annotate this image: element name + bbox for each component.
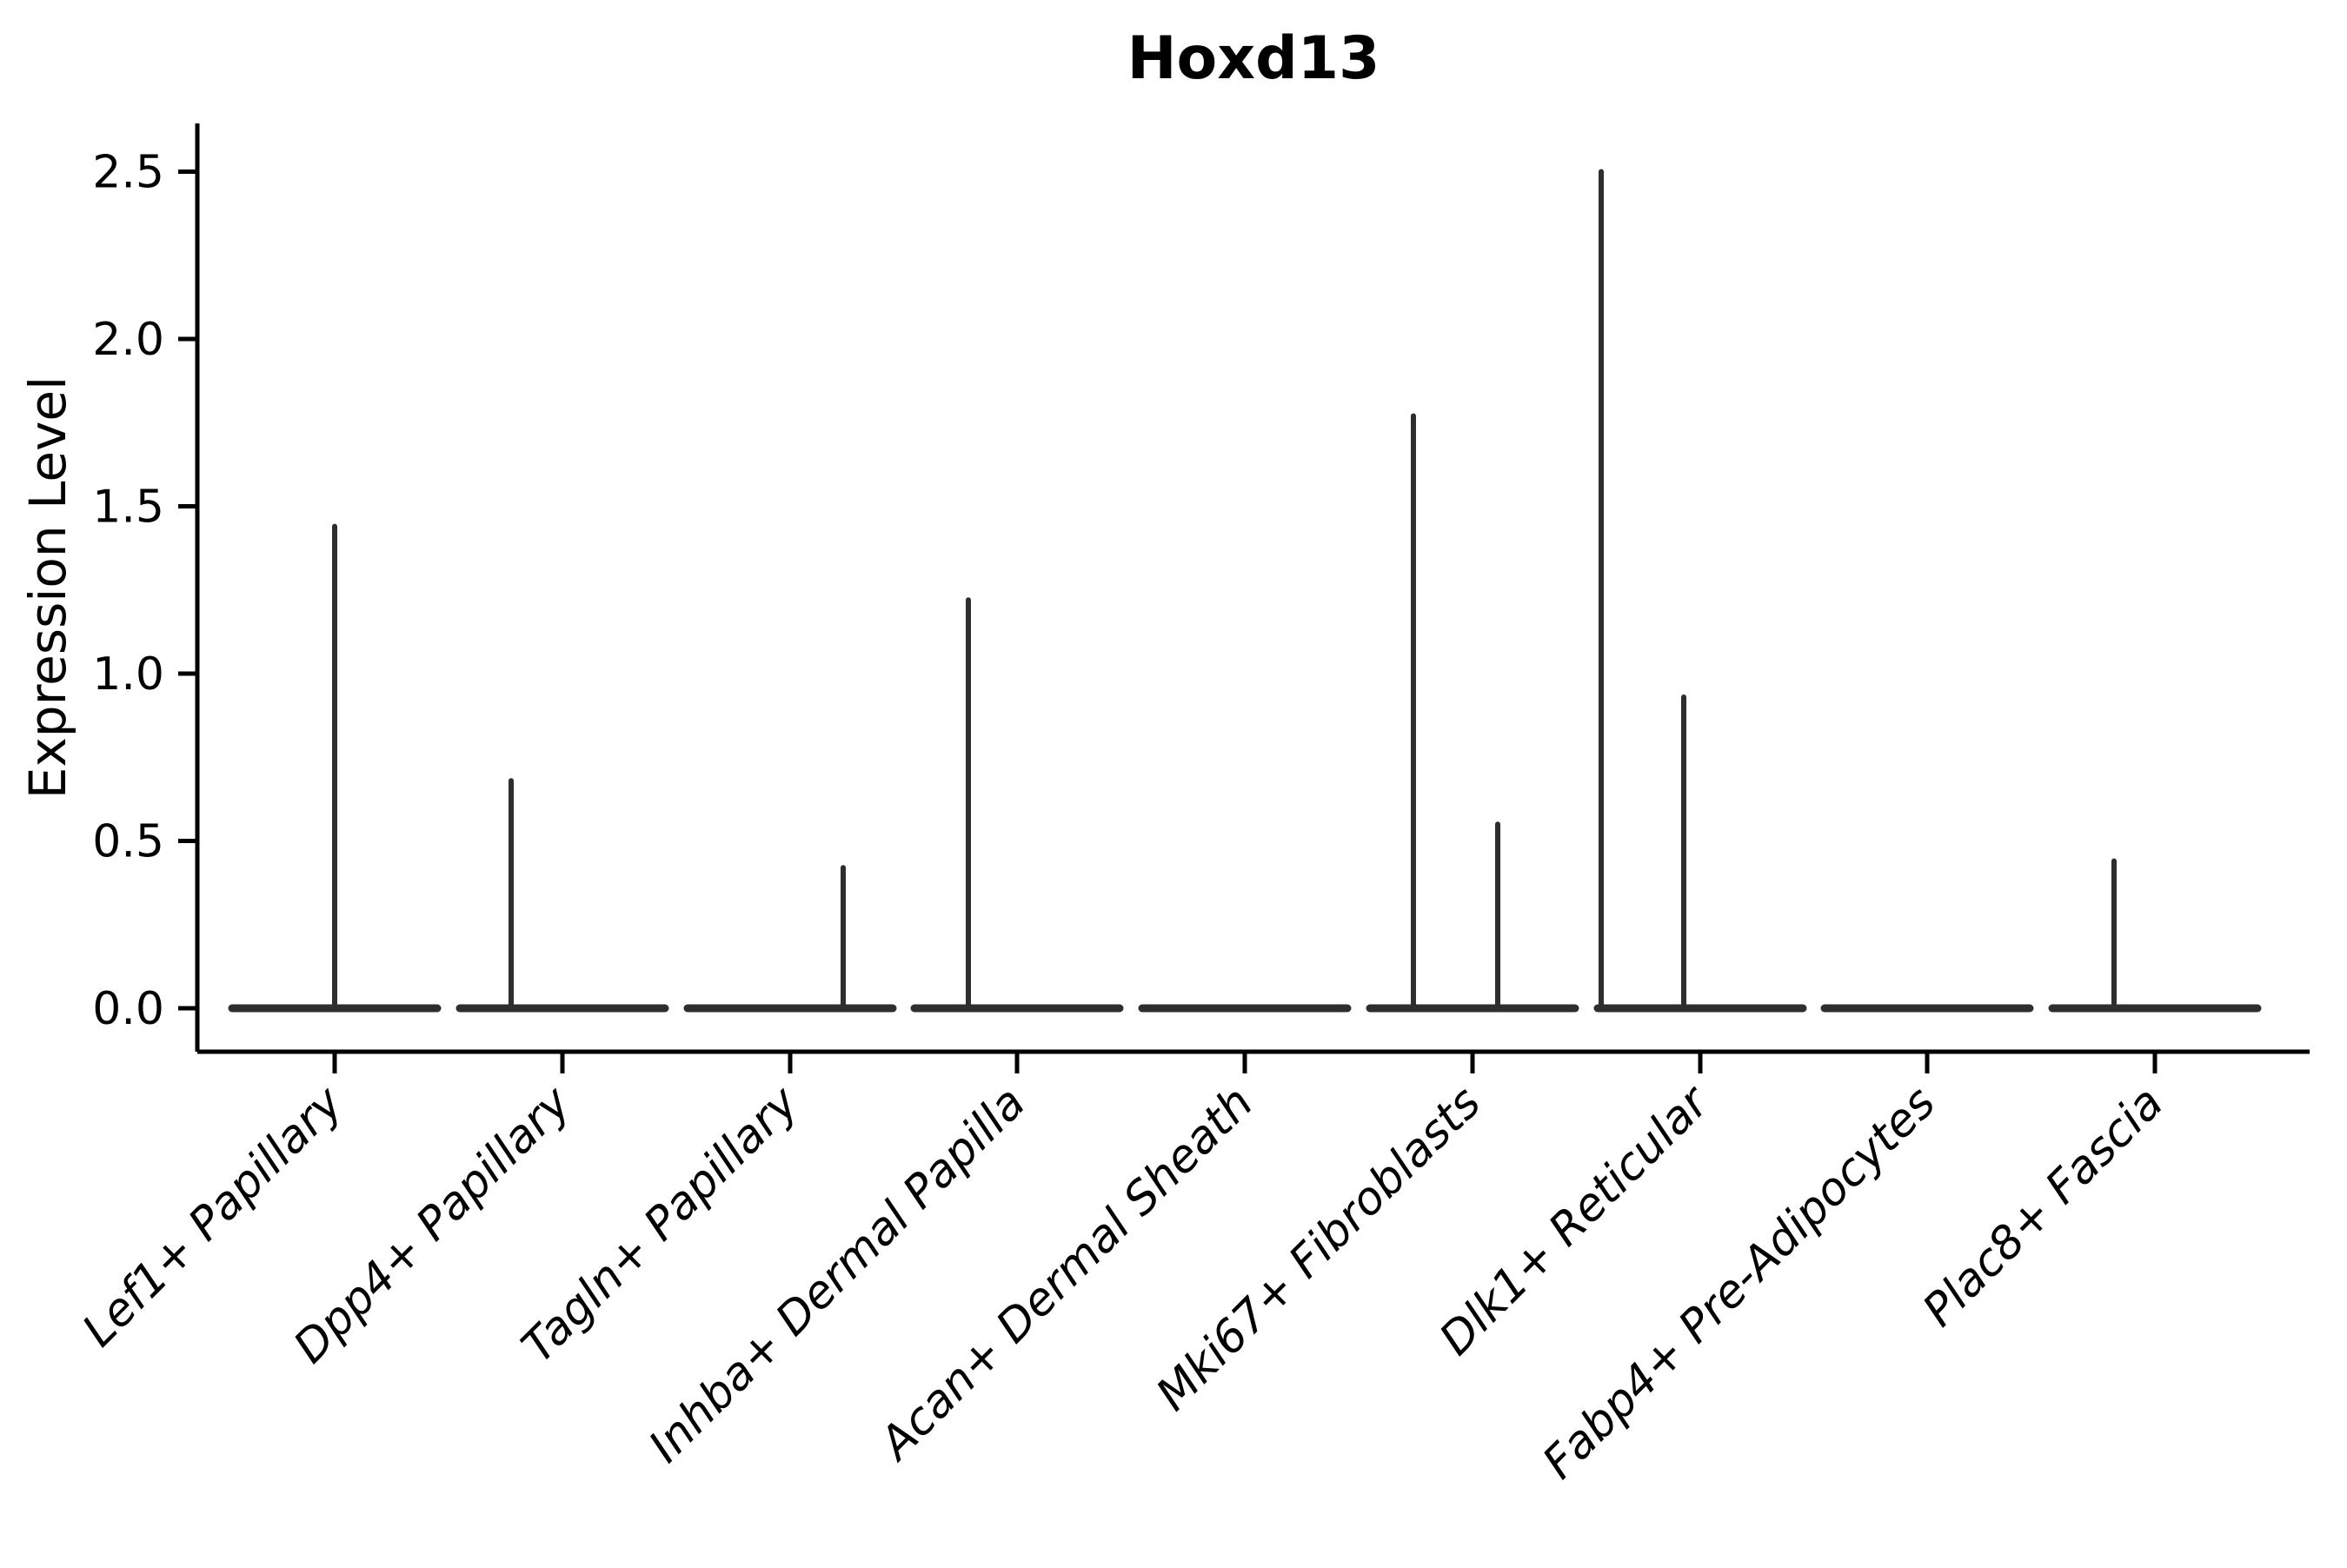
y-tick-label: 0.0 (92, 983, 164, 1035)
x-tick-label: Fabp4+ Pre-Adipocytes (1533, 1077, 1946, 1490)
violin (1366, 413, 1579, 1013)
y-tick-label: 2.5 (92, 147, 164, 199)
y-tick-label: 2.0 (92, 314, 164, 366)
x-tick-label: Acan+ Dermal Sheath (868, 1077, 1263, 1472)
violin-layer (228, 169, 2262, 1013)
violin (683, 865, 897, 1013)
violin (2048, 858, 2262, 1013)
violin (455, 778, 669, 1013)
y-tick-label: 1.0 (92, 648, 164, 701)
violin (228, 523, 442, 1013)
x-tick-label: Plac8+ Fascia (1913, 1077, 2173, 1337)
violin (1593, 169, 1807, 1013)
y-tick-label: 1.5 (92, 482, 164, 534)
chart-title: Hoxd13 (1127, 24, 1380, 93)
y-tick-label: 0.5 (92, 816, 164, 868)
violin (910, 597, 1124, 1013)
y-axis-label: Expression Level (18, 376, 77, 799)
x-tick-label: Inhba+ Dermal Papilla (639, 1077, 1035, 1473)
